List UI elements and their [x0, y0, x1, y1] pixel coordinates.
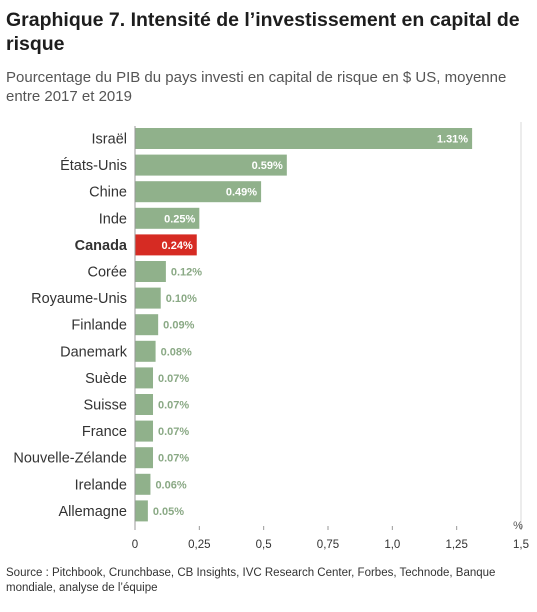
bar [135, 207, 200, 229]
value-label: 0.07% [158, 426, 189, 438]
bar [135, 128, 473, 149]
value-label: 0.49% [226, 187, 257, 199]
category-label: Israël [92, 132, 127, 148]
x-tick-label: 0,75 [317, 539, 339, 551]
value-label: 0.12% [171, 267, 202, 279]
chart-title: Graphique 7. Intensité de l’investisseme… [6, 9, 520, 55]
value-label: 0.07% [158, 400, 189, 412]
bar [135, 154, 287, 176]
x-unit-label: % [513, 520, 523, 532]
category-label: Suède [85, 371, 127, 387]
category-label: États-Unis [60, 157, 127, 174]
bar [135, 473, 151, 495]
bar [135, 447, 154, 469]
bar [135, 500, 148, 522]
x-tick-label: 0,25 [188, 539, 210, 551]
value-label: 1.31% [437, 134, 468, 146]
bar [135, 340, 156, 362]
bar [135, 394, 154, 415]
category-label: Corée [88, 265, 128, 281]
bars-layer: Israël 1.31% États-Unis 0.59% Chine 0.49% Inde… [13, 128, 473, 522]
category-label: Suisse [83, 398, 127, 414]
value-label: 0.07% [158, 453, 189, 465]
bar [135, 181, 262, 203]
value-label: 0.25% [164, 213, 195, 225]
bar-chart: Israël 1.31% États-Unis 0.59% Chine 0.49% Inde… [13, 122, 529, 551]
value-label: 0.08% [161, 346, 192, 358]
x-tick-label: 1,0 [384, 539, 400, 551]
value-label: 0.07% [158, 373, 189, 385]
category-label: Chine [89, 185, 127, 201]
category-label: Irelande [75, 477, 127, 493]
category-label: Royaume-Unis [31, 291, 127, 307]
category-label: Finlande [71, 318, 127, 334]
value-label: 0.05% [153, 506, 184, 518]
x-tick-label: 1,5 [513, 539, 529, 551]
category-label: Danemark [60, 344, 128, 360]
category-label: France [82, 424, 127, 440]
bar [135, 261, 166, 282]
x-tick-label: 0,5 [256, 539, 272, 551]
ticks-layer: 0 0,25 0,5 0,75 1,0 1,25 1,5 [132, 526, 529, 551]
bar [135, 420, 154, 442]
bar [135, 314, 159, 336]
value-label: 0.10% [166, 293, 197, 305]
bar [135, 234, 197, 256]
x-tick-label: 0 [132, 539, 138, 551]
value-label: 0.06% [155, 479, 186, 491]
source-note: Source : Pitchbook, Crunchbase, CB Insig… [6, 567, 496, 594]
category-label: Inde [99, 211, 127, 227]
chart-subtitle: Pourcentage du PIB du pays investi en ca… [6, 69, 507, 105]
value-label: 0.09% [163, 320, 194, 332]
value-label: 0.24% [162, 240, 193, 252]
x-tick-label: 1,25 [445, 539, 467, 551]
bar [135, 367, 154, 389]
category-label: Allemagne [58, 504, 127, 520]
value-label: 0.59% [252, 160, 283, 172]
category-label: Nouvelle-Zélande [13, 451, 127, 467]
category-label: Canada [75, 238, 128, 254]
bar [135, 287, 161, 309]
